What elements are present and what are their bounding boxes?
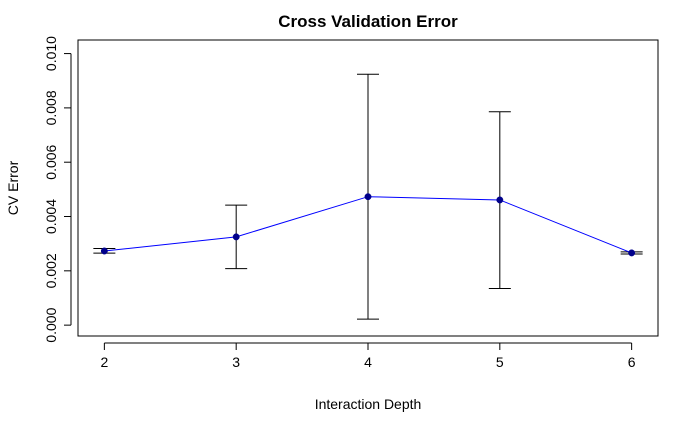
data-point (364, 193, 372, 201)
y-tick-label: 0.006 (43, 144, 59, 179)
y-tick-label: 0.000 (43, 307, 59, 342)
x-axis-label: Interaction Depth (315, 396, 422, 412)
data-points (100, 193, 636, 257)
x-tick-label: 3 (232, 354, 240, 370)
data-point (496, 196, 504, 204)
y-axis: 0.000 0.002 0.004 0.006 0.008 0.010 (43, 36, 72, 343)
x-axis: 2 3 4 5 6 (100, 342, 636, 370)
y-tick-label: 0.010 (43, 36, 59, 71)
chart-title: Cross Validation Error (278, 12, 458, 31)
data-point (100, 247, 108, 255)
x-tick-label: 6 (628, 354, 636, 370)
plot-area-frame (77, 39, 659, 337)
data-point (628, 249, 636, 257)
y-tick-label: 0.008 (43, 90, 59, 125)
x-tick-label: 5 (496, 354, 504, 370)
data-point (232, 233, 240, 241)
y-axis-label: CV Error (5, 160, 21, 215)
y-tick-label: 0.004 (43, 199, 59, 234)
y-tick-label: 0.002 (43, 253, 59, 288)
x-tick-label: 2 (100, 354, 108, 370)
x-tick-label: 4 (364, 354, 372, 370)
